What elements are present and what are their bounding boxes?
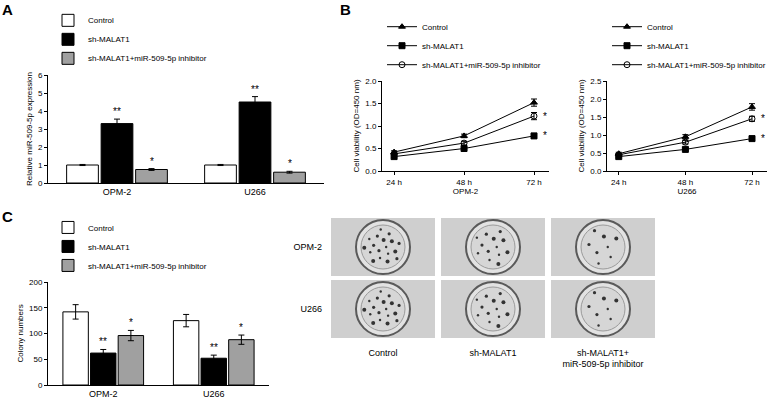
svg-text:sh-MALAT1+miR-509-5p inhibitor: sh-MALAT1+miR-509-5p inhibitor xyxy=(88,54,207,63)
svg-text:5: 5 xyxy=(38,89,43,98)
svg-text:sh-MALAT1: sh-MALAT1 xyxy=(88,243,130,252)
svg-text:*: * xyxy=(761,113,765,124)
svg-text:0.0: 0.0 xyxy=(590,167,602,176)
svg-text:U266: U266 xyxy=(244,187,266,197)
svg-text:6: 6 xyxy=(38,71,43,80)
svg-text:Relative miR-509-5p expression: Relative miR-509-5p expression xyxy=(25,72,34,186)
svg-text:OPM-2: OPM-2 xyxy=(453,187,479,196)
html-text:B: B xyxy=(340,1,351,18)
svg-text:2.0: 2.0 xyxy=(365,77,377,86)
svg-text:48 h: 48 h xyxy=(456,178,472,187)
svg-text:*: * xyxy=(761,133,765,144)
svg-text:100: 100 xyxy=(29,329,43,338)
svg-text:150: 150 xyxy=(29,304,43,313)
svg-text:sh-MALAT1: sh-MALAT1 xyxy=(422,42,464,51)
svg-text:Control: Control xyxy=(88,224,114,233)
svg-text:sh-MALAT1+miR-509-5p inhibitor: sh-MALAT1+miR-509-5p inhibitor xyxy=(647,61,766,70)
html-text:C: C xyxy=(2,208,13,225)
svg-text:Cell viability (OD=450 nm): Cell viability (OD=450 nm) xyxy=(577,79,586,172)
svg-text:2: 2 xyxy=(38,143,43,152)
svg-text:**: ** xyxy=(210,342,218,353)
svg-text:*: * xyxy=(239,322,243,333)
svg-text:1: 1 xyxy=(38,161,43,170)
svg-text:48 h: 48 h xyxy=(678,178,694,187)
svg-text:1.5: 1.5 xyxy=(590,113,602,122)
svg-text:1.0: 1.0 xyxy=(590,131,602,140)
svg-text:*: * xyxy=(150,156,154,167)
svg-text:72 h: 72 h xyxy=(526,178,542,187)
svg-text:2.0: 2.0 xyxy=(590,95,602,104)
svg-text:U266: U266 xyxy=(300,304,322,314)
svg-text:OPM-2: OPM-2 xyxy=(293,242,322,252)
svg-text:sh-MALAT1: sh-MALAT1 xyxy=(88,35,130,44)
svg-text:sh-MALAT1: sh-MALAT1 xyxy=(647,42,689,51)
html-text:A: A xyxy=(2,1,13,18)
svg-text:U266: U266 xyxy=(677,187,697,196)
svg-text:Control: Control xyxy=(422,23,448,32)
svg-text:Control: Control xyxy=(88,16,114,25)
svg-text:OPM-2: OPM-2 xyxy=(89,389,118,399)
svg-text:24 h: 24 h xyxy=(386,178,402,187)
svg-text:0: 0 xyxy=(38,179,43,188)
svg-text:3: 3 xyxy=(38,125,43,134)
svg-text:1.0: 1.0 xyxy=(365,122,377,131)
svg-text:*: * xyxy=(543,130,547,141)
svg-text:2.5: 2.5 xyxy=(590,77,602,86)
svg-text:U266: U266 xyxy=(203,389,225,399)
svg-text:sh-MALAT1+miR-509-5p inhibitor: sh-MALAT1+miR-509-5p inhibitor xyxy=(88,262,207,271)
svg-text:*: * xyxy=(129,317,133,328)
svg-text:0: 0 xyxy=(38,381,43,390)
svg-text:*: * xyxy=(288,158,292,169)
svg-text:0.5: 0.5 xyxy=(365,144,377,153)
svg-text:sh-MALAT1+: sh-MALAT1+ xyxy=(577,348,629,358)
svg-text:Control: Control xyxy=(368,348,397,358)
svg-text:24 h: 24 h xyxy=(611,178,627,187)
svg-text:1.5: 1.5 xyxy=(365,99,377,108)
svg-text:0.5: 0.5 xyxy=(590,149,602,158)
svg-text:miR-509-5p inhibitor: miR-509-5p inhibitor xyxy=(562,359,643,369)
svg-text:*: * xyxy=(543,111,547,122)
svg-text:4: 4 xyxy=(38,107,43,116)
svg-text:Control: Control xyxy=(647,23,673,32)
svg-text:72 h: 72 h xyxy=(744,178,760,187)
svg-text:**: ** xyxy=(251,84,259,95)
svg-text:Cell viability (OD=450 nm): Cell viability (OD=450 nm) xyxy=(352,79,361,172)
svg-text:200: 200 xyxy=(29,278,43,287)
svg-text:**: ** xyxy=(99,336,107,347)
svg-text:0.0: 0.0 xyxy=(365,167,377,176)
svg-text:Colony numbers: Colony numbers xyxy=(16,304,25,362)
svg-text:50: 50 xyxy=(33,355,42,364)
svg-text:sh-MALAT1+miR-509-5p inhibitor: sh-MALAT1+miR-509-5p inhibitor xyxy=(422,61,541,70)
svg-text:**: ** xyxy=(113,106,121,117)
svg-text:sh-MALAT1: sh-MALAT1 xyxy=(470,348,517,358)
svg-text:OPM-2: OPM-2 xyxy=(103,187,132,197)
